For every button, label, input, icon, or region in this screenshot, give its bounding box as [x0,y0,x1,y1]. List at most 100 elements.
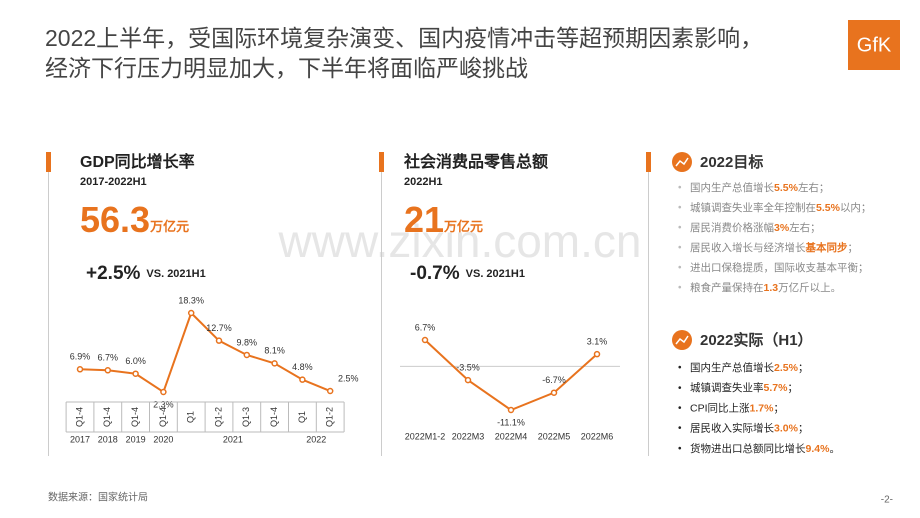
panel-title: 社会消费品零售总额 [403,152,548,171]
emphasis: 3% [774,222,790,234]
point [187,309,195,317]
data-label: -11.1% [497,417,525,427]
x-tick-label: Q1-4 [269,407,279,427]
source: 数据来源：国家统计局 [48,491,148,504]
data-label: 6.0% [125,356,146,366]
list-item: 城镇调查失业率5.7%； [690,381,798,394]
data-label: 6.9% [70,352,91,362]
emphasis: 9.4% [806,443,831,455]
emphasis: 2.5% [774,362,799,374]
item-text: 以内； [840,201,872,214]
group-label: 2017 [70,434,90,444]
accent [46,152,51,172]
group-label: 2020 [153,434,173,444]
group-label: 2021 [223,434,243,444]
data-label: 8.1% [264,346,285,356]
emphasis: 5.5% [774,182,799,194]
item-text: 货物进出口总额同比增长 [690,442,806,455]
list-item: 粮食产量保持在1.3万亿斤以上。 [690,281,841,294]
bullet: • [678,223,682,234]
logo-box [848,20,900,70]
bullet: • [678,363,682,374]
data-label: 6.7% [98,353,119,363]
line [79,311,331,394]
list-item: 进出口保稳提质，国际收支基本平衡； [690,261,869,274]
accent [379,152,384,172]
point [271,360,278,367]
x-tick-label: Q1-4 [130,407,140,427]
item-text: 居民收入增长与经济增长 [690,241,806,254]
list-item: 居民收入实际增长3.0%； [690,421,808,434]
section-title: 2022目标 [700,153,763,171]
item-text: 国内生产总值增长 [690,181,774,194]
x-tick-label: Q1-2 [213,407,223,427]
group-label: 2018 [98,434,118,444]
total: 21万亿元 [404,199,483,240]
list-item: 居民收入增长与经济增长基本同步； [690,241,858,254]
item-text: ； [773,402,784,414]
emphasis: 基本同步 [805,241,848,254]
group-label: 2022 [306,434,326,444]
bullet: • [678,243,682,254]
bullet: • [678,183,682,194]
x-tick-label: Q1 [297,411,307,423]
panel-subtitle: 2022H1 [404,176,443,188]
emphasis: 3.0% [774,422,799,434]
bullet: • [678,443,682,454]
x-tick-label: Q1-3 [241,407,251,427]
emphasis: 5.7% [764,382,789,394]
logo: GfK [857,34,892,56]
item-text: 居民收入实际增长 [690,421,774,434]
x-tick-label: 2022M6 [581,431,614,441]
x-tick-label: 2022M3 [452,431,485,441]
item-text: ； [798,362,809,374]
emphasis: 5.5% [816,202,841,214]
item-text: CPI同比上涨 [690,401,750,414]
data-label: 9.8% [237,337,258,347]
item-text: 城镇调查失业率全年控制在 [690,201,816,214]
emphasis: 1.7% [750,402,775,414]
point [464,376,472,384]
panel-subtitle: 2017-2022H1 [80,176,147,188]
item-text: 粮食产量保持在 [690,281,764,294]
total-unit: 万亿元 [149,219,189,234]
list-item: CPI同比上涨1.7%； [690,401,784,414]
item-text: 进出口保稳提质，国际收支基本平衡； [690,261,869,274]
compare: VS. 2021H1 [146,268,205,280]
total-value: 21 [404,199,444,240]
data-label: 4.8% [292,362,313,372]
data-label: 2.3% [153,399,174,409]
x-tick-label: Q1-4 [102,407,112,427]
point [550,389,558,396]
total: 56.3万亿元 [80,199,189,240]
data-label: 18.3% [178,295,204,305]
item-text: 国内生产总值增长 [690,361,774,374]
change-value: +2.5% [86,263,141,284]
data-label: -6.7% [542,375,566,385]
emphasis: 1.3 [764,282,779,294]
data-label: 6.7% [415,322,436,332]
point [243,351,251,359]
point [215,337,223,344]
bullet: • [678,263,682,274]
x-tick-label: Q1-2 [325,407,335,427]
icon [675,335,689,345]
bullet: • [678,423,682,434]
list-item: 货物进出口总额同比增长9.4%。 [690,442,840,455]
data-label: 12.7% [206,323,232,333]
item-text: 城镇调查失业率 [690,381,764,394]
change-value: -0.7% [410,263,460,284]
point [421,336,429,344]
point [326,387,334,395]
point [593,350,601,358]
point [299,376,306,383]
point [76,366,84,373]
item-text: 万亿斤以上。 [778,281,841,294]
x-tick-label: Q1 [186,411,196,423]
x-tick-label: 2022M1-2 [405,431,446,441]
item-text: ； [798,422,809,434]
data-label: 2.5% [338,373,359,383]
bullet: • [678,383,682,394]
x-tick-label: Q1-4 [158,407,168,427]
